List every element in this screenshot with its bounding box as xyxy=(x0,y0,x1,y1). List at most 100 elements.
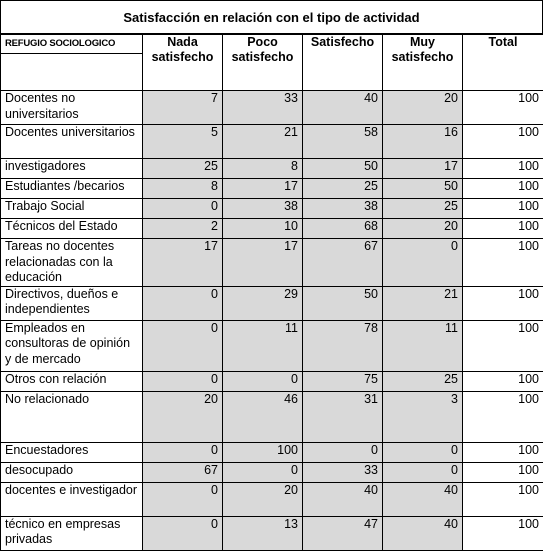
total-cell: 100 xyxy=(463,179,543,199)
value-cell: 40 xyxy=(303,482,383,516)
row-label: Empleados en consultoras de opinión y de… xyxy=(1,320,143,371)
value-cell: 0 xyxy=(143,516,223,550)
total-cell: 100 xyxy=(463,482,543,516)
value-cell: 0 xyxy=(383,239,463,287)
value-cell: 40 xyxy=(303,91,383,125)
value-cell: 33 xyxy=(223,91,303,125)
total-cell: 100 xyxy=(463,219,543,239)
value-cell: 33 xyxy=(303,462,383,482)
row-label: Docentes no universitarios xyxy=(1,91,143,125)
value-cell: 21 xyxy=(223,125,303,159)
value-cell: 47 xyxy=(303,516,383,550)
value-cell: 38 xyxy=(303,199,383,219)
row-header-blank xyxy=(1,54,143,91)
value-cell: 25 xyxy=(383,199,463,219)
header-row-top: REFUGIO SOCIOLOGICO Nada satisfecho Poco… xyxy=(1,35,543,54)
value-cell: 58 xyxy=(303,125,383,159)
value-cell: 17 xyxy=(143,239,223,287)
row-label: desocupado xyxy=(1,462,143,482)
value-cell: 5 xyxy=(143,125,223,159)
row-label: Trabajo Social xyxy=(1,199,143,219)
value-cell: 40 xyxy=(383,516,463,550)
value-cell: 10 xyxy=(223,219,303,239)
value-cell: 17 xyxy=(383,159,463,179)
row-label: Técnicos del Estado xyxy=(1,219,143,239)
value-cell: 78 xyxy=(303,320,383,371)
row-label: Docentes universitarios xyxy=(1,125,143,159)
value-cell: 0 xyxy=(143,371,223,391)
total-cell: 100 xyxy=(463,286,543,320)
value-cell: 20 xyxy=(143,391,223,442)
value-cell: 31 xyxy=(303,391,383,442)
row-label: docentes e investigador xyxy=(1,482,143,516)
value-cell: 17 xyxy=(223,179,303,199)
value-cell: 0 xyxy=(143,442,223,462)
value-cell: 0 xyxy=(383,442,463,462)
value-cell: 50 xyxy=(383,179,463,199)
total-cell: 100 xyxy=(463,442,543,462)
value-cell: 17 xyxy=(223,239,303,287)
value-cell: 13 xyxy=(223,516,303,550)
row-label: Encuestadores xyxy=(1,442,143,462)
total-cell: 100 xyxy=(463,159,543,179)
value-cell: 25 xyxy=(143,159,223,179)
total-cell: 100 xyxy=(463,239,543,287)
row-label: Otros con relación xyxy=(1,371,143,391)
value-cell: 100 xyxy=(223,442,303,462)
value-cell: 20 xyxy=(383,91,463,125)
value-cell: 67 xyxy=(143,462,223,482)
value-cell: 8 xyxy=(223,159,303,179)
value-cell: 40 xyxy=(383,482,463,516)
value-cell: 7 xyxy=(143,91,223,125)
row-label: Estudiantes /becarios xyxy=(1,179,143,199)
value-cell: 38 xyxy=(223,199,303,219)
table-row: Empleados en consultoras de opinión y de… xyxy=(1,320,543,371)
col-header-satisfecho: Satisfecho xyxy=(303,35,383,91)
total-cell: 100 xyxy=(463,125,543,159)
value-cell: 67 xyxy=(303,239,383,287)
col-header-muy-satisfecho: Muy satisfecho xyxy=(383,35,463,91)
total-cell: 100 xyxy=(463,391,543,442)
value-cell: 50 xyxy=(303,286,383,320)
total-cell: 100 xyxy=(463,371,543,391)
value-cell: 0 xyxy=(143,286,223,320)
value-cell: 8 xyxy=(143,179,223,199)
value-cell: 29 xyxy=(223,286,303,320)
table-title: Satisfacción en relación con el tipo de … xyxy=(0,0,543,34)
value-cell: 11 xyxy=(223,320,303,371)
source-label: REFUGIO SOCIOLOGICO xyxy=(1,35,143,54)
value-cell: 68 xyxy=(303,219,383,239)
total-cell: 100 xyxy=(463,199,543,219)
value-cell: 11 xyxy=(383,320,463,371)
value-cell: 0 xyxy=(143,199,223,219)
total-cell: 100 xyxy=(463,320,543,371)
col-header-nada-satisfecho: Nada satisfecho xyxy=(143,35,223,91)
col-header-total: Total xyxy=(463,35,543,91)
col-header-poco-satisfecho: Poco satisfecho xyxy=(223,35,303,91)
total-cell: 100 xyxy=(463,516,543,550)
value-cell: 0 xyxy=(143,320,223,371)
value-cell: 21 xyxy=(383,286,463,320)
row-label: investigadores xyxy=(1,159,143,179)
total-cell: 100 xyxy=(463,91,543,125)
value-cell: 0 xyxy=(383,462,463,482)
value-cell: 2 xyxy=(143,219,223,239)
total-cell: 100 xyxy=(463,462,543,482)
value-cell: 0 xyxy=(223,371,303,391)
value-cell: 20 xyxy=(223,482,303,516)
value-cell: 0 xyxy=(223,462,303,482)
value-cell: 46 xyxy=(223,391,303,442)
row-label: Directivos, dueños e independientes xyxy=(1,286,143,320)
value-cell: 3 xyxy=(383,391,463,442)
row-label: Tareas no docentes relacionadas con la e… xyxy=(1,239,143,287)
